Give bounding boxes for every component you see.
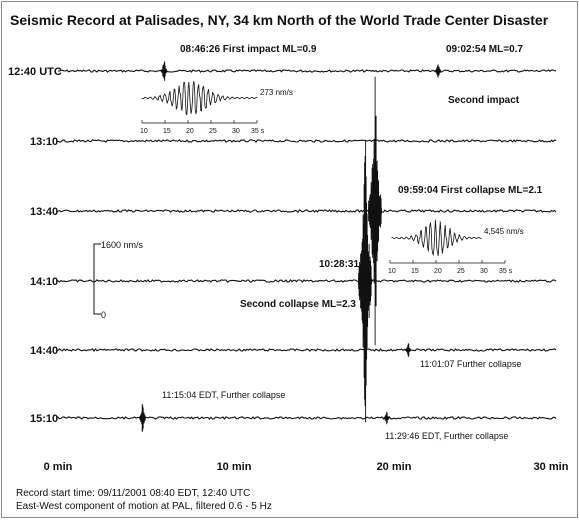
x-tick-label: 30 min	[534, 461, 569, 473]
trace-line	[57, 279, 557, 283]
scale-bar-bottom-label: 0	[101, 310, 106, 320]
inset-tick-label: 30	[232, 128, 240, 135]
event-label: 08:46:26 First impact ML=0.9	[180, 44, 317, 55]
trace-line	[57, 415, 557, 421]
x-tick-label: 0 min	[44, 461, 73, 473]
row-label: 15:10	[30, 413, 58, 425]
row-label: 14:40	[30, 345, 58, 357]
inset-tick-label: 25	[209, 128, 217, 135]
inset-tick-label: 30	[480, 268, 488, 275]
row-label: 13:10	[30, 136, 58, 148]
scale-bar	[93, 243, 101, 315]
annotation-second-impact: Second impact	[448, 95, 520, 106]
inset-waveform-2	[391, 219, 482, 257]
trace-line	[57, 347, 557, 353]
event-label: 11:01:07 Further collapse	[420, 359, 521, 369]
event-label: 11:15:04 EDT, Further collapse	[162, 390, 285, 400]
inset-tick-label: 35 s	[251, 128, 265, 135]
inset-tick-label: 10	[140, 128, 148, 135]
x-tick-label: 10 min	[217, 461, 252, 473]
event-spike	[383, 411, 390, 425]
event-burst	[368, 201, 383, 221]
x-tick-label: 20 min	[377, 461, 412, 473]
inset-waveform-1	[141, 81, 258, 116]
row-label: 13:40	[30, 206, 58, 218]
inset-axis-1: 10 15 20 25 30 35 s	[140, 120, 265, 135]
scale-bar-top-label: 1600 nm/s	[101, 240, 144, 250]
inset-tick-label: 10	[388, 268, 396, 275]
inset-axis-2: 10 15 20 25 30 35 s	[388, 260, 513, 275]
footer-line: East-West component of motion at PAL, fi…	[16, 501, 272, 512]
trace-line	[57, 209, 557, 213]
inset-tick-label: 15	[411, 268, 419, 275]
event-label: 09:02:54 ML=0.7	[446, 44, 523, 55]
inset-trace	[391, 219, 482, 257]
inset-tick-label: 35 s	[499, 268, 513, 275]
event-label: 09:59:04 First collapse ML=2.1	[398, 185, 543, 196]
event-spike	[404, 343, 412, 357]
chart-title: Seismic Record at Palisades, NY, 34 km N…	[10, 12, 549, 28]
inset-tick-label: 15	[163, 128, 171, 135]
inset-amplitude-label: 4,545 nm/s	[484, 227, 524, 236]
trace-line	[57, 69, 557, 73]
trace-line	[57, 139, 557, 143]
inset-trace	[141, 81, 258, 116]
event-burst	[358, 271, 373, 291]
inset-tick-label: 20	[186, 128, 194, 135]
event-spike	[434, 64, 442, 78]
event-spike	[139, 404, 146, 432]
inset-tick-label: 20	[434, 268, 442, 275]
row-label: 12:40 UTC	[8, 66, 62, 78]
event-label: 10:28:31	[319, 259, 359, 270]
event-label: 11:29:46 EDT, Further collapse	[385, 431, 508, 441]
event-spike	[160, 61, 168, 81]
row-label: 14:10	[30, 276, 58, 288]
event-spikes-group	[139, 61, 442, 432]
footer-line: Record start time: 09/11/2001 08:40 EDT,…	[16, 488, 250, 499]
annotation-second-collapse: Second collapse ML=2.3	[240, 299, 356, 310]
inset-amplitude-label: 273 nm/s	[260, 88, 293, 97]
inset-tick-label: 25	[457, 268, 465, 275]
